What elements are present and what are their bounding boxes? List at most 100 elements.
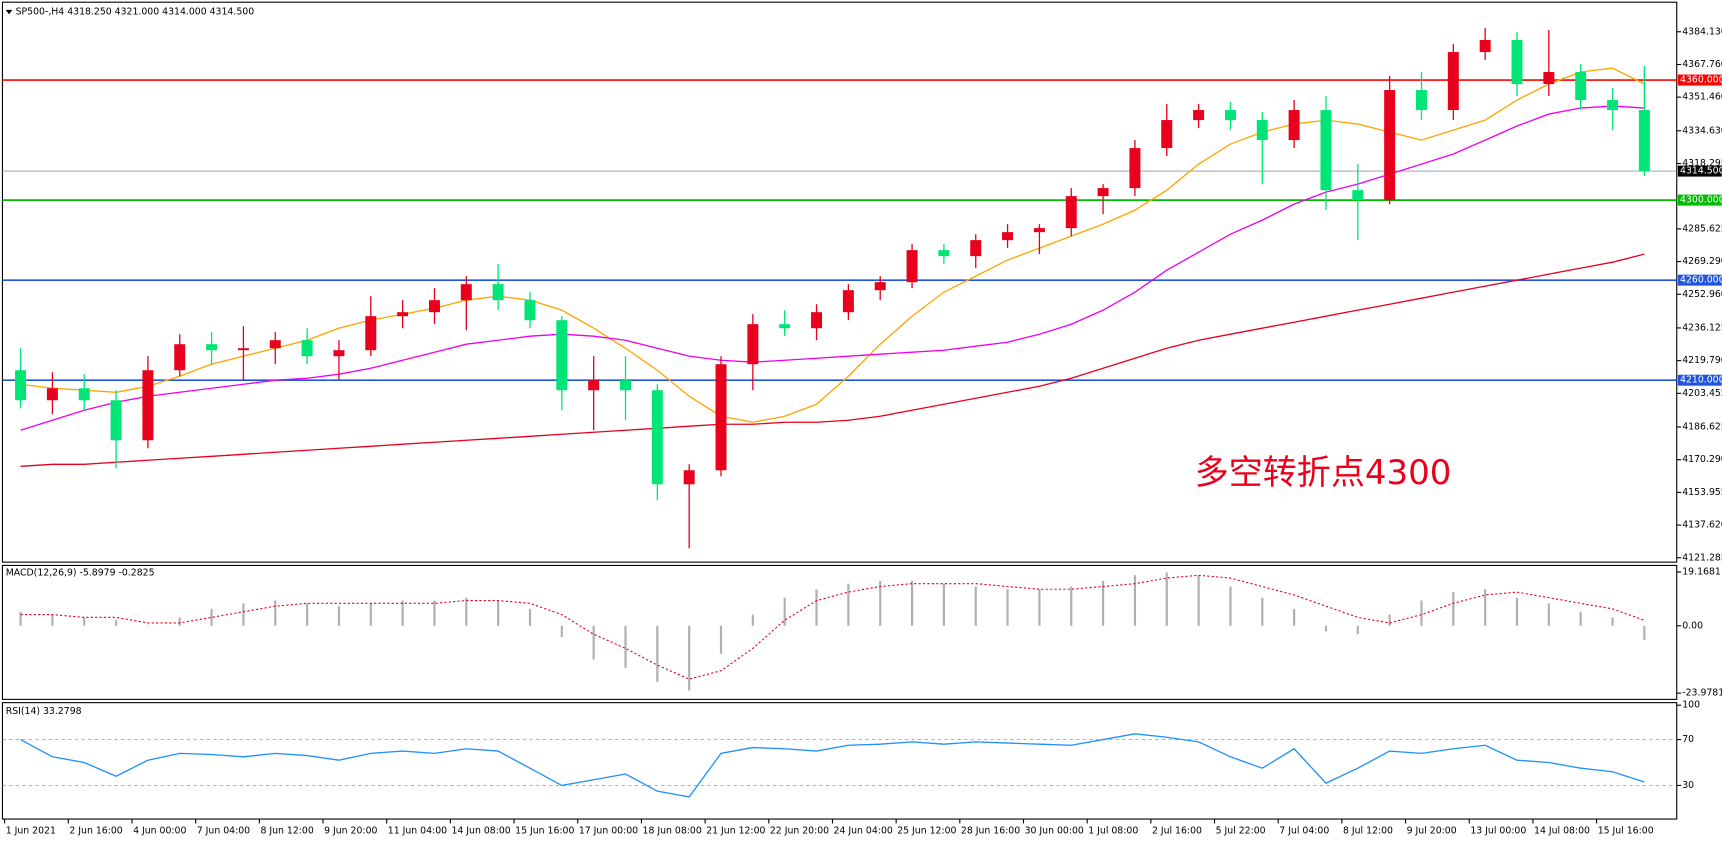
macd-bar — [656, 625, 659, 682]
macd-bar — [560, 625, 563, 638]
level-label-box — [1677, 274, 1722, 286]
x-tick-label: 14 Jun 08:00 — [451, 826, 510, 837]
candle-body — [1479, 40, 1491, 53]
x-tick-label: 1 Jul 08:00 — [1088, 826, 1138, 837]
candle-body — [1065, 196, 1077, 229]
x-tick-label: 15 Jul 16:00 — [1598, 826, 1654, 837]
macd-bar — [83, 617, 86, 626]
rsi-line — [20, 733, 1645, 798]
macd-bar — [847, 583, 850, 626]
level-label: 4360.000 — [1680, 75, 1722, 86]
macd-bar — [210, 608, 213, 626]
macd-bar — [465, 597, 468, 626]
macd-bar — [401, 600, 404, 626]
annotation: 多空转折点4300 — [1195, 453, 1452, 493]
x-tick-label: 18 Jun 08:00 — [643, 826, 702, 837]
y-tick-label: 4203.455 — [1682, 388, 1722, 399]
candle-body — [174, 344, 186, 371]
macd-bar — [306, 603, 309, 626]
macd-bar — [51, 614, 54, 626]
macd-bar — [719, 625, 723, 654]
candle-body — [46, 388, 58, 401]
x-tick-label: 9 Jul 20:00 — [1407, 826, 1457, 837]
macd-bar — [19, 611, 22, 626]
macd-bar — [528, 608, 532, 626]
x-tick-label: 24 Jun 04:00 — [834, 826, 893, 837]
x-tick-label: 15 Jun 16:00 — [515, 826, 574, 837]
x-tick-label: 8 Jun 12:00 — [260, 826, 313, 837]
macd-bar — [1324, 625, 1328, 632]
macd-bar — [497, 600, 500, 626]
y-tick-label: 30 — [1682, 780, 1694, 791]
candle-body — [1129, 148, 1141, 189]
x-tick-label: 14 Jul 08:00 — [1534, 826, 1590, 837]
y-tick-label: 4186.625 — [1682, 421, 1722, 432]
x-tick-label: 8 Jul 12:00 — [1343, 826, 1393, 837]
candle-body — [715, 364, 727, 471]
candle-body — [460, 284, 472, 301]
macd-bar — [369, 603, 372, 626]
y-tick-label: 4137.620 — [1682, 520, 1722, 531]
y-tick-label: 70 — [1682, 734, 1694, 745]
x-tick-label: 4 Jun 00:00 — [133, 826, 186, 837]
macd-bar — [1547, 603, 1550, 626]
x-tick-label: 28 Jun 16:00 — [961, 826, 1020, 837]
x-tick-label: 22 Jun 20:00 — [770, 826, 829, 837]
level-label: 4300.000 — [1680, 195, 1722, 206]
macd-bar — [274, 600, 277, 626]
candle-body — [1002, 232, 1014, 241]
y-tick-label: 100 — [1682, 700, 1700, 711]
macd-bar — [1038, 589, 1041, 626]
y-tick-label: 4334.630 — [1682, 125, 1722, 136]
x-tick-label: 25 Jun 12:00 — [897, 826, 956, 837]
macd-bar — [592, 625, 595, 660]
macd-bar — [1133, 575, 1137, 626]
x-tick-label: 1 Jun 2021 — [6, 826, 56, 837]
macd-bar — [910, 580, 914, 626]
candle-body — [1415, 90, 1427, 111]
macd-bar — [1452, 592, 1455, 626]
macd-bar — [114, 620, 118, 626]
macd-bar — [1229, 586, 1232, 626]
y-tick-label: -23.9781 — [1682, 688, 1722, 699]
candle-body — [683, 470, 695, 485]
macd-bar — [783, 597, 786, 626]
chart-title: SP500-,H4 4318.250 4321.000 4314.000 431… — [16, 7, 255, 18]
y-tick-label: 4269.290 — [1682, 256, 1722, 267]
level-label: 4210.000 — [1680, 375, 1722, 386]
candle-body — [556, 320, 568, 391]
candle-body — [269, 340, 281, 349]
macd-bar — [1197, 575, 1200, 626]
macd-bar — [337, 606, 341, 626]
candle-body — [906, 250, 918, 283]
x-tick-label: 2 Jun 16:00 — [69, 826, 122, 837]
candle-body — [78, 388, 90, 401]
candle-body — [1320, 110, 1332, 191]
candle-body — [1511, 40, 1523, 85]
candle-body — [938, 250, 950, 257]
candle-body — [333, 350, 345, 357]
x-tick-label: 7 Jul 04:00 — [1279, 826, 1329, 837]
macd-bar — [146, 625, 150, 627]
candle-body — [588, 380, 600, 391]
y-tick-label: 4219.790 — [1682, 355, 1722, 366]
macd-bar — [433, 600, 436, 626]
candle-body — [397, 312, 409, 317]
menu-triangle — [5, 9, 13, 15]
x-tick-label: 30 Jun 00:00 — [1025, 826, 1084, 837]
x-tick-label: 2 Jul 16:00 — [1152, 826, 1202, 837]
price-panel — [1, 1, 1678, 563]
x-tick-label: 11 Jun 04:00 — [388, 826, 447, 837]
macd-bar — [974, 586, 977, 626]
candle-body — [142, 370, 154, 441]
level-label-box — [1677, 74, 1722, 86]
macd-bar — [751, 614, 754, 626]
macd-bar — [1388, 614, 1391, 626]
candle-body — [620, 380, 631, 391]
candle-body — [842, 290, 854, 313]
y-tick-label: 4121.285 — [1682, 552, 1722, 563]
candle-body — [1033, 228, 1045, 233]
macd-bar — [1070, 586, 1073, 626]
